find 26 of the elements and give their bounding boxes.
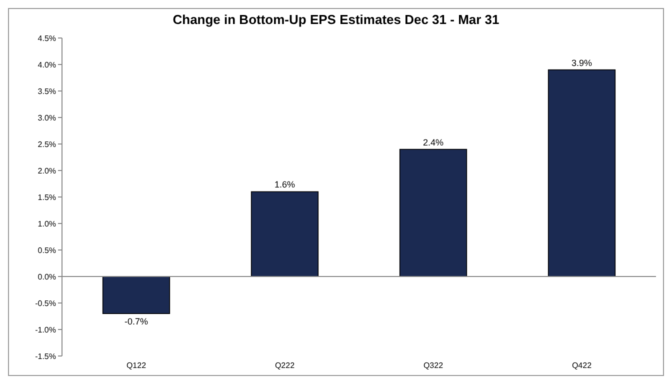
x-tick-label: Q222 xyxy=(274,361,296,370)
y-tick-label: 0.0% xyxy=(38,272,56,282)
data-label: 3.9% xyxy=(571,58,592,68)
y-tick-label: 2.0% xyxy=(38,166,56,176)
data-label: -0.7% xyxy=(124,316,148,327)
bar xyxy=(250,191,319,277)
bar xyxy=(548,69,616,277)
y-tick-label: 0.5% xyxy=(38,246,56,255)
chart-title: Change in Bottom-Up EPS Estimates Dec 31 - Mar 31 xyxy=(172,12,500,27)
x-tick-label: Q322 xyxy=(423,361,444,370)
y-tick-label: 4.5% xyxy=(38,34,56,43)
y-tick-label: -1.5% xyxy=(35,352,56,361)
y-tick-label: 1.0% xyxy=(38,220,56,228)
y-tick-label: 1.5% xyxy=(38,193,56,202)
bar xyxy=(399,148,468,277)
bar xyxy=(102,276,170,314)
x-tick-label: Q122 xyxy=(126,361,147,370)
y-tick-label: 3.5% xyxy=(38,87,56,96)
data-label: 1.6% xyxy=(274,180,296,190)
y-tick-label: -1.0% xyxy=(35,326,56,334)
data-label: 2.4% xyxy=(422,137,444,148)
y-tick-label: -0.5% xyxy=(35,299,56,308)
y-tick-label: 3.0% xyxy=(38,114,56,122)
x-tick-label: Q422 xyxy=(572,361,592,370)
y-tick-label: 2.5% xyxy=(38,140,56,149)
y-tick-label: 4.0% xyxy=(38,60,56,70)
